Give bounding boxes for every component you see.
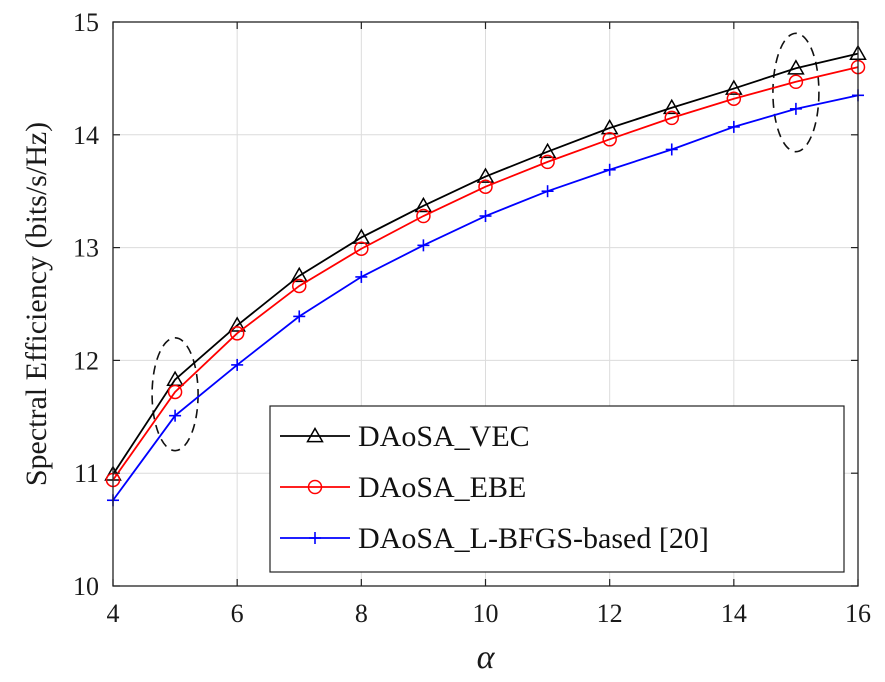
data-point-circle: [726, 91, 742, 106]
x-tick-label: 6: [231, 599, 244, 628]
series-line: [112, 66, 859, 481]
data-point-circle: [416, 208, 431, 224]
data-point-triangle: [538, 142, 557, 159]
y-tick-label: 10: [73, 572, 99, 601]
dashed-ellipse-annotation: [772, 32, 820, 153]
y-tick-label: 13: [73, 234, 99, 263]
data-point-plus: [603, 163, 616, 176]
data-point-circle: [292, 278, 307, 294]
data-point-triangle: [306, 426, 324, 443]
data-point-triangle: [228, 316, 246, 332]
data-point-circle: [478, 179, 493, 194]
data-point-plus: [665, 143, 678, 156]
data-point-plus: [479, 210, 492, 223]
y-tick-label: 14: [73, 121, 99, 150]
data-point-plus: [309, 532, 321, 544]
legend-entry: DAoSA_EBE: [280, 471, 526, 504]
legend-label: DAoSA_L-BFGS-based [20]: [358, 522, 709, 555]
data-point-triangle: [290, 266, 309, 283]
data-point-circle: [167, 384, 183, 400]
x-tick-label: 12: [597, 599, 623, 628]
data-point-triangle: [725, 79, 743, 95]
data-point-plus: [417, 239, 430, 252]
data-point-plus: [727, 120, 740, 133]
data-point-plus: [789, 102, 802, 115]
series-daosa-ebe: [105, 59, 866, 488]
legend-box: [269, 405, 845, 573]
data-point-circle: [307, 479, 323, 495]
data-point-plus: [231, 358, 244, 371]
x-tick-label: 8: [355, 599, 368, 628]
data-point-circle: [664, 110, 679, 126]
legend: DAoSA_VEC DAoSA_EBE DAoSA_L-BFGS-based [20…: [269, 405, 845, 573]
data-point-circle: [788, 74, 804, 90]
tick-labels: 4 6 8 10 12 14 16 10 11 12 13 14 15: [73, 8, 871, 628]
data-point-circle: [540, 154, 555, 170]
data-point-circle: [602, 132, 617, 147]
data-point-triangle: [476, 167, 495, 183]
x-tick-label: 10: [473, 599, 499, 628]
data-point-circle: [354, 241, 369, 256]
annotations: [151, 32, 820, 452]
data-point-triangle: [662, 98, 681, 115]
legend-entry: DAoSA_L-BFGS-based [20]: [280, 522, 709, 555]
x-tick-label: 16: [845, 599, 871, 628]
x-tick-label: 4: [107, 599, 120, 628]
data-point-circle: [229, 326, 245, 341]
y-axis-label: Spectral Efficiency (bits/s/Hz): [20, 122, 53, 486]
legend-entry: DAoSA_VEC: [280, 420, 530, 453]
x-axis-label: α: [477, 639, 496, 676]
data-point-triangle: [414, 196, 433, 213]
data-point-triangle: [600, 119, 619, 135]
data-point-triangle: [787, 59, 805, 75]
y-tick-label: 15: [73, 8, 99, 37]
dashed-ellipse-annotation: [151, 337, 199, 452]
y-tick-label: 11: [74, 459, 99, 488]
data-point-triangle: [352, 228, 371, 244]
x-tick-label: 14: [721, 599, 747, 628]
data-point-plus: [293, 310, 306, 323]
data-point-plus: [169, 409, 182, 422]
data-point-plus: [541, 185, 554, 198]
y-tick-label: 12: [73, 346, 99, 375]
legend-label: DAoSA_EBE: [358, 471, 526, 504]
legend-label: DAoSA_VEC: [358, 420, 530, 453]
series-line: [112, 52, 859, 475]
data-point-plus: [355, 270, 368, 283]
